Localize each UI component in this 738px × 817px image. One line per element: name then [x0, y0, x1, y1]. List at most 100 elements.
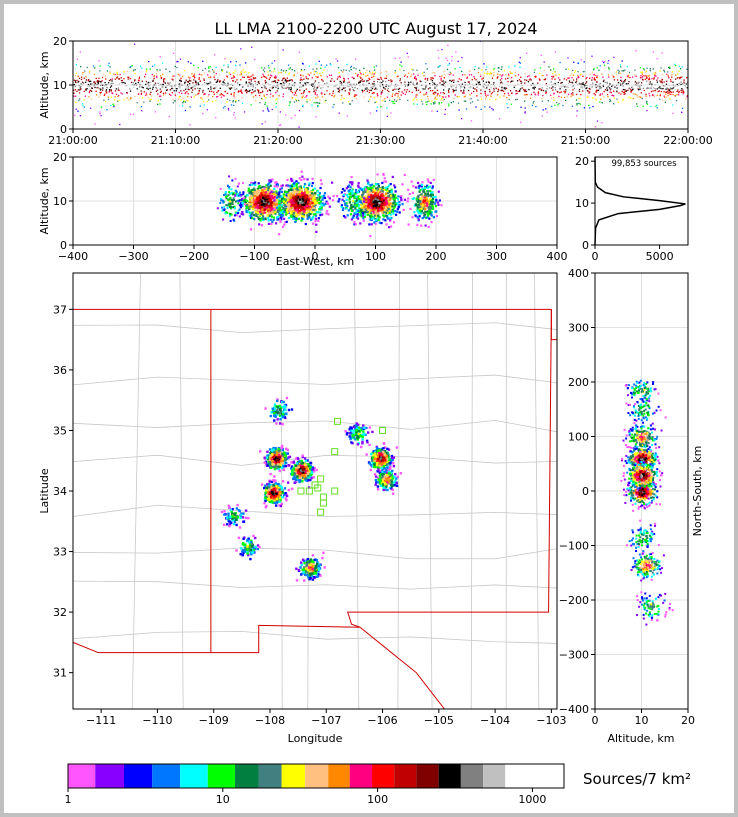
- source-point: [429, 194, 432, 197]
- source-point: [248, 183, 251, 187]
- source-point: [669, 79, 672, 81]
- source-point: [215, 96, 218, 98]
- source-point: [671, 88, 673, 90]
- source-point: [227, 64, 229, 66]
- source-point: [283, 77, 285, 79]
- source-point: [215, 117, 217, 119]
- source-point: [286, 202, 290, 205]
- source-point: [302, 75, 304, 77]
- source-point: [315, 230, 318, 233]
- source-point: [204, 93, 206, 95]
- source-point: [110, 96, 112, 98]
- source-point: [138, 86, 141, 88]
- source-point: [294, 190, 297, 194]
- source-point: [321, 204, 324, 207]
- source-point: [609, 91, 611, 93]
- source-point: [587, 96, 589, 98]
- source-point: [230, 77, 232, 79]
- source-point: [462, 85, 464, 88]
- source-point: [493, 85, 495, 87]
- source-point: [640, 92, 642, 94]
- source-point: [132, 113, 135, 116]
- source-point: [637, 85, 639, 88]
- source-point: [249, 199, 252, 202]
- source-point: [348, 85, 351, 88]
- source-point: [666, 91, 668, 93]
- source-point: [395, 100, 398, 102]
- source-point: [272, 218, 275, 222]
- source-point: [317, 86, 319, 89]
- source-point: [141, 67, 143, 69]
- source-point: [609, 100, 612, 102]
- source-point: [365, 88, 368, 91]
- source-point: [279, 124, 282, 126]
- source-point: [233, 94, 235, 96]
- source-point: [165, 68, 167, 70]
- source-point: [417, 186, 420, 190]
- source-point: [372, 185, 375, 188]
- source-point: [288, 88, 290, 90]
- source-point: [251, 213, 254, 216]
- source-point: [191, 87, 193, 89]
- source-point: [658, 90, 661, 92]
- source-point: [249, 203, 252, 206]
- source-point: [639, 77, 642, 79]
- source-point: [507, 84, 509, 87]
- source-point: [363, 89, 365, 92]
- source-point: [224, 91, 226, 93]
- source-point: [654, 74, 656, 76]
- source-point: [431, 187, 434, 190]
- source-point: [291, 79, 293, 81]
- source-point: [476, 95, 478, 97]
- source-point: [268, 78, 270, 80]
- source-point: [222, 107, 225, 109]
- source-point: [372, 197, 375, 200]
- source-point: [203, 81, 206, 84]
- source-point: [303, 198, 307, 201]
- source-point: [438, 103, 441, 105]
- source-point: [477, 80, 479, 83]
- source-point: [280, 83, 283, 85]
- source-point: [282, 95, 284, 98]
- source-point: [276, 185, 279, 188]
- source-point: [610, 88, 612, 90]
- source-point: [380, 95, 382, 98]
- source-point: [373, 202, 376, 205]
- source-point: [550, 105, 553, 108]
- source-point: [670, 91, 673, 93]
- source-point: [583, 107, 586, 109]
- source-point: [278, 205, 282, 208]
- source-point: [184, 81, 186, 83]
- source-point: [388, 208, 392, 211]
- source-point: [267, 217, 270, 220]
- source-point: [283, 84, 285, 87]
- source-point: [149, 68, 151, 70]
- source-point: [373, 214, 376, 217]
- source-point: [152, 79, 154, 82]
- source-point: [442, 84, 445, 86]
- source-point: [296, 198, 299, 201]
- source-point: [283, 223, 286, 226]
- source-point: [262, 217, 265, 220]
- source-point: [394, 72, 396, 74]
- source-point: [235, 101, 237, 103]
- source-point: [257, 216, 260, 219]
- source-point: [362, 205, 365, 208]
- figure-page: LL LMA 2100-2200 UTC August 17, 2024 21:…: [4, 4, 734, 813]
- source-point: [274, 201, 277, 204]
- source-point: [233, 111, 235, 114]
- source-point: [322, 86, 324, 88]
- source-point: [203, 72, 205, 74]
- source-point: [501, 86, 503, 89]
- source-point: [238, 215, 241, 218]
- source-point: [222, 81, 224, 84]
- source-point: [643, 89, 645, 92]
- source-point: [474, 65, 476, 68]
- source-point: [162, 73, 164, 75]
- source-point: [132, 70, 134, 72]
- source-point: [158, 84, 160, 87]
- source-point: [436, 110, 438, 112]
- source-point: [377, 190, 380, 193]
- source-point: [256, 194, 259, 197]
- source-point: [342, 87, 344, 89]
